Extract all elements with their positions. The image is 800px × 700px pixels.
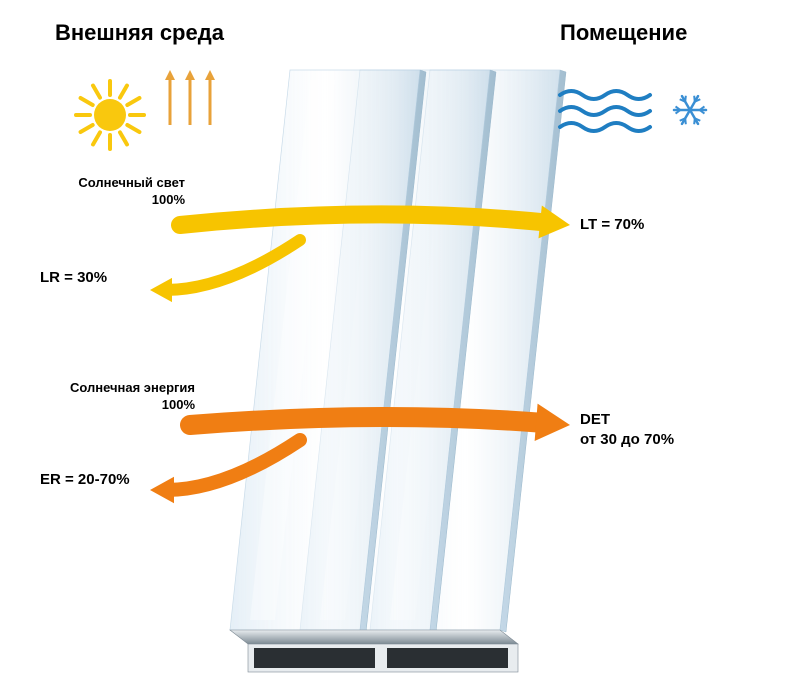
sun-ray xyxy=(93,86,100,98)
arrow-energy-transmit-head xyxy=(535,404,570,441)
arrow-light-reflect-head xyxy=(150,278,172,302)
sun-ray xyxy=(127,125,139,132)
spacer-chamber xyxy=(254,648,375,668)
arrow-energy-reflect-head xyxy=(150,477,174,503)
sun-ray xyxy=(127,98,139,105)
snowflake-icon xyxy=(674,96,706,125)
spacer-chamber xyxy=(387,648,508,668)
heat-arrow-head xyxy=(205,70,215,80)
sun-ray xyxy=(120,86,127,98)
arrow-light-transmit-head xyxy=(538,206,570,239)
spacer-top xyxy=(230,630,518,644)
sun-ray xyxy=(120,132,127,144)
diagram-scene xyxy=(0,0,800,700)
heat-arrow-head xyxy=(185,70,195,80)
sun-ray xyxy=(81,125,93,132)
sun-ray xyxy=(81,98,93,105)
arrow-energy-transmit xyxy=(190,417,546,425)
wave-icon xyxy=(560,91,650,99)
heat-arrow-head xyxy=(165,70,175,80)
sun-ray xyxy=(93,132,100,144)
arrow-light-transmit xyxy=(180,214,549,225)
wave-icon xyxy=(560,107,650,115)
sun-icon xyxy=(94,99,126,131)
wave-icon xyxy=(560,123,650,131)
